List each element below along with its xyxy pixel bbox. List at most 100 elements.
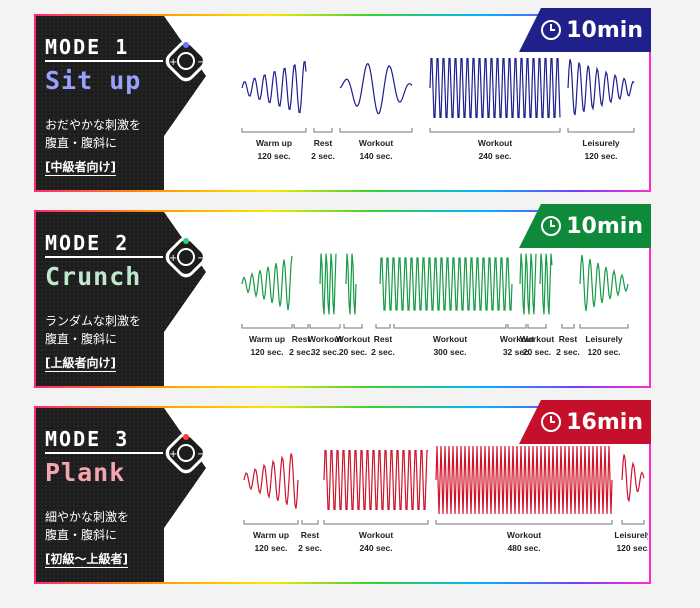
segment-label: Workout	[500, 334, 534, 344]
description-line-1: 細やかな刺激を	[45, 510, 130, 524]
segment-bracket	[343, 324, 363, 329]
segment-label: Rest	[559, 334, 578, 344]
segment-label: Rest	[314, 138, 333, 148]
svg-text:−: −	[197, 253, 205, 264]
mode-name: Sit up	[45, 66, 142, 95]
level-label: [上級者向け]	[45, 356, 116, 372]
waveform-segment	[241, 60, 307, 114]
segment-bracket	[527, 324, 547, 329]
segment-label: Rest	[292, 334, 311, 344]
duration-text: 10min	[566, 17, 643, 43]
segment-duration: 240 sec.	[478, 151, 511, 161]
divider	[45, 452, 163, 454]
mode-label: MODE 1	[45, 35, 130, 59]
waveform-segment	[319, 253, 337, 315]
segment-label: Workout	[359, 530, 393, 540]
mode-panel-3: MODE 3 Plank 細やかな刺激を 腹直・腹斜に [初級〜上級者] + −…	[34, 400, 651, 584]
duration-badge: 10min	[519, 204, 651, 248]
mode-description: おだやかな刺激を 腹直・腹斜に	[45, 116, 141, 152]
waveform-segment	[241, 255, 293, 311]
segment-label: Rest	[374, 334, 393, 344]
segment-duration: 2 sec.	[371, 347, 395, 357]
segment-duration: 20 sec.	[523, 347, 551, 357]
controller-icon: + −	[165, 236, 207, 278]
mode-label: MODE 2	[45, 231, 130, 255]
duration-badge: 10min	[519, 8, 651, 52]
waveform-segment	[621, 454, 645, 503]
segment-label: Leisurely	[585, 334, 623, 344]
waveform-segment	[567, 59, 635, 116]
waveform-segment	[435, 445, 613, 515]
svg-text:+: +	[169, 253, 177, 264]
segment-bracket	[301, 520, 319, 525]
clock-icon	[541, 20, 562, 40]
segment-label: Workout	[359, 138, 393, 148]
waveform-segment	[579, 254, 629, 312]
segment-duration: 300 sec.	[433, 347, 466, 357]
segment-bracket	[243, 520, 299, 525]
waveform-segment	[519, 253, 537, 315]
segment-bracket	[339, 128, 413, 133]
segment-bracket	[579, 324, 629, 329]
waveform-segment	[429, 58, 561, 118]
description-line-2: 腹直・腹斜に	[45, 332, 118, 346]
segment-duration: 32 sec.	[311, 347, 339, 357]
svg-text:+: +	[169, 449, 177, 460]
divider	[45, 60, 163, 62]
description-line-1: おだやかな刺激を	[45, 118, 142, 132]
segment-label: Warm up	[249, 334, 285, 344]
waveform-segment	[339, 62, 413, 115]
clock-icon	[541, 412, 562, 432]
mode-info-block	[36, 16, 206, 190]
segment-label: Workout	[308, 334, 342, 344]
segment-duration: 240 sec.	[359, 543, 392, 553]
segment-label: Workout	[433, 334, 467, 344]
divider	[45, 256, 163, 258]
waveform-chart: Warm up 120 sec. Rest 2 sec. Workout 32 sec. W…	[241, 253, 629, 357]
controller-icon: + −	[165, 432, 207, 474]
waveform-segment	[539, 253, 553, 315]
segment-label: Workout	[507, 530, 541, 540]
mode-description: 細やかな刺激を 腹直・腹斜に	[45, 508, 129, 544]
controller-icon: + −	[165, 40, 207, 82]
segment-bracket	[241, 128, 307, 133]
segment-bracket	[313, 128, 333, 133]
waveform-segment	[243, 453, 299, 509]
segment-bracket	[375, 324, 391, 329]
segment-label: Warm up	[256, 138, 292, 148]
segment-duration: 120 sec.	[616, 543, 648, 553]
segment-duration: 120 sec.	[584, 151, 617, 161]
segment-duration: 120 sec.	[587, 347, 620, 357]
segment-label: Leisurely	[614, 530, 648, 540]
duration-text: 10min	[566, 213, 643, 239]
segment-bracket	[393, 324, 507, 329]
waveform-segment	[379, 257, 513, 311]
segment-label: Rest	[301, 530, 320, 540]
waveform-chart: Warm up 120 sec. Rest 2 sec. Workout 240 sec.…	[243, 445, 648, 553]
segment-duration: 2 sec.	[311, 151, 335, 161]
svg-text:+: +	[169, 57, 177, 68]
level-label: [中級者向け]	[45, 160, 116, 176]
segment-bracket	[429, 128, 561, 133]
svg-text:−: −	[197, 449, 205, 460]
segment-bracket	[293, 324, 309, 329]
description-line-2: 腹直・腹斜に	[45, 136, 118, 150]
segment-label: Warm up	[253, 530, 289, 540]
segment-duration: 2 sec.	[556, 347, 580, 357]
segment-label: Leisurely	[582, 138, 620, 148]
waveform-segment	[345, 253, 357, 315]
segment-bracket	[567, 128, 635, 133]
mode-description: ランダムな刺激を 腹直・腹斜に	[45, 312, 141, 348]
segment-bracket	[435, 520, 613, 525]
segment-bracket	[323, 520, 429, 525]
mode-panel-1: MODE 1 Sit up おだやかな刺激を 腹直・腹斜に [中級者向け] + …	[34, 8, 651, 192]
segment-duration: 120 sec.	[257, 151, 290, 161]
segment-bracket	[309, 324, 341, 329]
waveform-segment	[323, 450, 428, 510]
mode-name: Crunch	[45, 262, 142, 291]
mode-panel-2: MODE 2 Crunch ランダムな刺激を 腹直・腹斜に [上級者向け] + …	[34, 204, 651, 388]
segment-bracket	[241, 324, 293, 329]
segment-duration: 20 sec.	[339, 347, 367, 357]
waveform-chart: Warm up 120 sec. Rest 2 sec. Workout 140 sec.…	[241, 58, 635, 161]
segment-bracket	[561, 324, 575, 329]
